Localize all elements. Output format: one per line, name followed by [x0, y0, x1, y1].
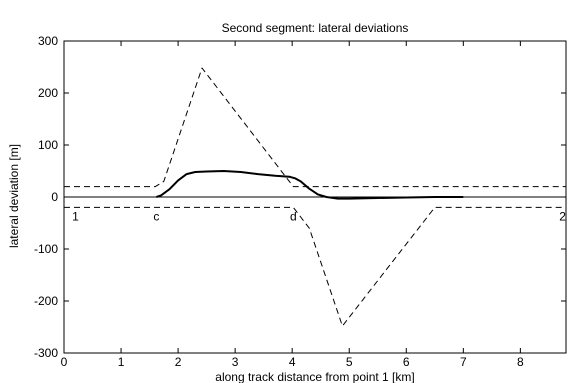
chart-title: Second segment: lateral deviations [222, 21, 409, 35]
y-tick-label: -300 [34, 346, 58, 360]
y-tick-label: 200 [38, 86, 58, 100]
x-tick-label: 7 [460, 355, 467, 369]
y-tick-label: 0 [51, 190, 58, 204]
x-tick-label: 0 [61, 355, 68, 369]
series-line-bound-2 [64, 206, 566, 327]
x-axis-label: along track distance from point 1 [km] [215, 370, 414, 383]
annotation-2: 2 [559, 209, 566, 223]
x-tick-label: 3 [232, 355, 239, 369]
annotation-c: c [153, 209, 159, 223]
annotation-1: 1 [72, 209, 79, 223]
series-line-bound-1 [64, 67, 566, 188]
y-tick-label: -200 [34, 294, 58, 308]
y-axis-label: lateral deviation [m] [7, 144, 21, 248]
x-tick-label: 6 [403, 355, 410, 369]
x-tick-label: 1 [118, 355, 125, 369]
x-tick-label: 5 [346, 355, 353, 369]
x-tick-label: 2 [175, 355, 182, 369]
y-tick-label: 300 [38, 34, 58, 48]
y-tick-label: -100 [34, 242, 58, 256]
y-tick-label: 100 [38, 138, 58, 152]
x-tick-label: 8 [517, 355, 524, 369]
series-line-deviation [156, 170, 464, 200]
annotation-d: d [290, 209, 297, 223]
x-tick-label: 4 [289, 355, 296, 369]
plot-area: 1 c d 2 [64, 67, 566, 327]
